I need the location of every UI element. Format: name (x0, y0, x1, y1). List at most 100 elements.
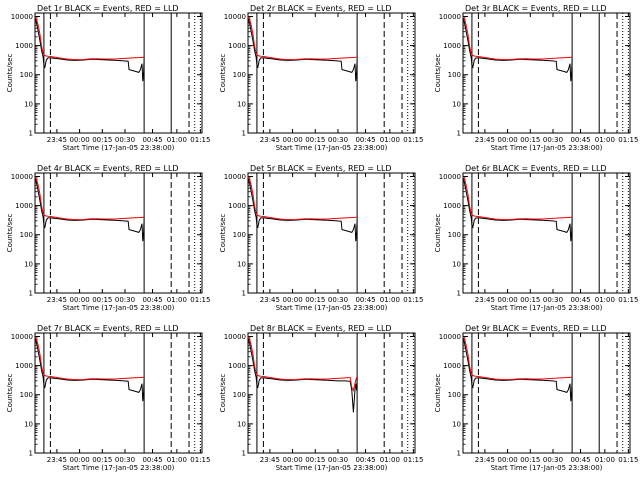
y-tick-label: 1000 (443, 362, 461, 370)
plot-frame (247, 332, 416, 454)
x-tick-label: 01:15 (190, 296, 210, 304)
x-tick-label: 01:15 (403, 136, 423, 144)
plot-frame (247, 172, 416, 294)
x-tick-label: 00:45 (355, 296, 375, 304)
y-axis-label: Counts/sec (219, 214, 227, 253)
x-tick-label: 00:00 (69, 456, 89, 464)
x-tick-label: 01:00 (595, 296, 615, 304)
x-tick-label: 00:15 (520, 456, 540, 464)
x-tick-label: 00:15 (305, 296, 325, 304)
lld-series-line (34, 176, 144, 221)
detector-panel-6: Det 6r BLACK = Events, RED = LLD 1 10 100 10… (434, 164, 638, 312)
detector-panel-5: Det 5r BLACK = Events, RED = LLD 1 10 100 10… (219, 164, 423, 312)
lld-series-line (247, 336, 358, 392)
x-axis-label: Start Time (17-Jan-05 23:38:00) (491, 464, 603, 472)
x-tick-label: 00:30 (328, 456, 348, 464)
x-tick-label: 00:45 (142, 456, 162, 464)
x-tick-label: 01:00 (595, 136, 615, 144)
detector-panel-1: Det 1r BLACK = Events, RED = LLD 1 10 100 10… (6, 4, 210, 152)
events-series-line (247, 177, 358, 242)
panel-title: Det 3r BLACK = Events, RED = LLD (465, 4, 607, 13)
y-tick-label: 10000 (439, 13, 461, 21)
x-tick-label: 00:00 (497, 456, 517, 464)
events-series-line (34, 17, 145, 82)
x-tick-label: 00:30 (543, 136, 563, 144)
plot-frame (462, 332, 631, 454)
x-tick-label: 00:30 (328, 136, 348, 144)
x-tick-label: 00:15 (305, 136, 325, 144)
x-tick-label: 01:15 (190, 136, 210, 144)
y-tick-label: 1 (29, 290, 33, 298)
x-tick-label: 01:15 (618, 296, 638, 304)
y-tick-label: 10 (24, 100, 33, 108)
x-axis-label: Start Time (17-Jan-05 23:38:00) (491, 304, 603, 312)
plot-frame (247, 12, 416, 134)
y-tick-label: 100 (448, 391, 461, 399)
plot-frame (34, 172, 203, 294)
x-tick-label: 01:00 (167, 456, 187, 464)
y-tick-label: 1000 (443, 202, 461, 210)
detector-panel-7: Det 7r BLACK = Events, RED = LLD 1 10 100 10… (6, 324, 210, 472)
plot-frame (462, 12, 631, 134)
x-tick-label: 00:30 (115, 456, 135, 464)
y-tick-label: 10000 (224, 13, 246, 21)
x-tick-label: 23:45 (260, 456, 280, 464)
y-axis-label: Counts/sec (434, 374, 442, 413)
x-tick-label: 00:00 (69, 296, 89, 304)
y-tick-label: 100 (233, 391, 246, 399)
y-tick-label: 1000 (15, 42, 33, 50)
y-tick-label: 1 (457, 290, 461, 298)
plot-frame (462, 172, 631, 294)
events-series-line (462, 177, 573, 242)
x-tick-label: 23:45 (47, 136, 67, 144)
x-tick-label: 00:30 (115, 296, 135, 304)
y-tick-label: 1 (457, 130, 461, 138)
x-tick-label: 00:00 (69, 136, 89, 144)
x-tick-label: 23:45 (260, 136, 280, 144)
y-tick-label: 1000 (15, 202, 33, 210)
x-tick-label: 00:00 (497, 296, 517, 304)
y-tick-label: 10000 (11, 173, 33, 181)
y-axis-label: Counts/sec (434, 54, 442, 93)
lld-series-line (247, 176, 357, 221)
x-axis-label: Start Time (17-Jan-05 23:38:00) (63, 304, 175, 312)
y-tick-label: 100 (20, 391, 33, 399)
panel-title: Det 1r BLACK = Events, RED = LLD (37, 4, 179, 13)
lld-series-line (462, 176, 572, 221)
x-axis-label: Start Time (17-Jan-05 23:38:00) (276, 464, 388, 472)
x-tick-label: 00:15 (520, 296, 540, 304)
x-tick-label: 01:00 (380, 136, 400, 144)
y-tick-label: 1000 (443, 42, 461, 50)
x-tick-label: 23:45 (47, 456, 67, 464)
x-tick-label: 23:45 (260, 296, 280, 304)
lld-series-line (462, 16, 572, 61)
y-tick-label: 1 (242, 290, 246, 298)
x-tick-label: 00:00 (282, 296, 302, 304)
panel-title: Det 2r BLACK = Events, RED = LLD (250, 4, 392, 13)
panel-title: Det 8r BLACK = Events, RED = LLD (250, 324, 392, 333)
y-tick-label: 10 (237, 260, 246, 268)
lld-series-line (34, 336, 144, 381)
panel-title: Det 6r BLACK = Events, RED = LLD (465, 164, 607, 173)
y-tick-label: 100 (20, 231, 33, 239)
events-series-line (34, 177, 145, 242)
x-axis-label: Start Time (17-Jan-05 23:38:00) (276, 144, 388, 152)
x-axis-label: Start Time (17-Jan-05 23:38:00) (276, 304, 388, 312)
y-axis-label: Counts/sec (6, 54, 14, 93)
x-tick-label: 00:45 (142, 296, 162, 304)
y-tick-label: 1000 (228, 362, 246, 370)
y-tick-label: 10000 (224, 173, 246, 181)
detector-panel-2: Det 2r BLACK = Events, RED = LLD 1 10 100 10… (219, 4, 423, 152)
y-axis-label: Counts/sec (6, 374, 14, 413)
x-tick-label: 00:15 (305, 456, 325, 464)
x-tick-label: 00:45 (570, 136, 590, 144)
y-axis-label: Counts/sec (434, 214, 442, 253)
x-tick-label: 01:15 (403, 296, 423, 304)
x-tick-label: 00:15 (92, 136, 112, 144)
y-tick-label: 10 (237, 420, 246, 428)
y-tick-label: 10000 (439, 333, 461, 341)
events-series-line (247, 337, 358, 413)
x-tick-label: 01:00 (167, 296, 187, 304)
y-tick-label: 10000 (439, 173, 461, 181)
x-tick-label: 00:30 (328, 296, 348, 304)
